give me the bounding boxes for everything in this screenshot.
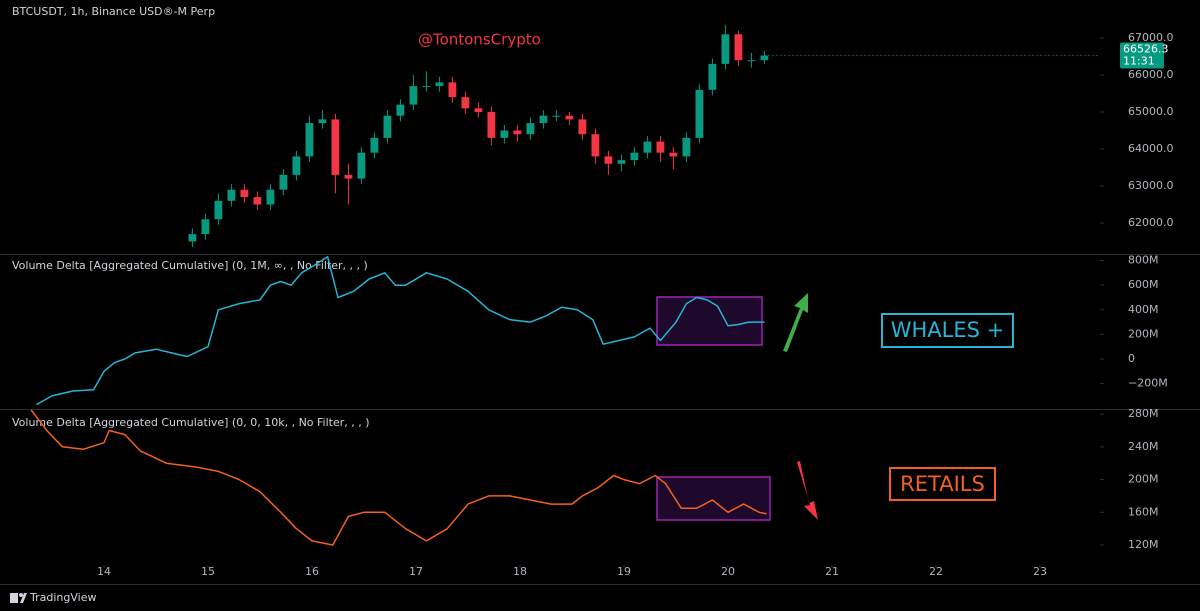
candle-body — [357, 152, 366, 179]
series-line — [30, 409, 767, 546]
retails-label: RETAILS — [900, 472, 985, 496]
candle-body — [526, 123, 535, 135]
x-tick-label: 23 — [1033, 565, 1047, 578]
x-tick-label: 14 — [97, 565, 111, 578]
highlight-box — [656, 476, 771, 521]
candle-body — [656, 141, 665, 153]
candle-body — [435, 82, 444, 87]
label-box — [881, 313, 1014, 348]
candle-body — [747, 60, 756, 62]
y-tick-label: 160M — [1128, 505, 1159, 518]
highlight-box — [656, 296, 763, 346]
candle-body — [500, 130, 509, 138]
candle-body — [409, 86, 418, 105]
candle-body — [591, 134, 600, 157]
symbol-title: BTCUSDT, 1h, Binance USD®-M Perp — [12, 5, 215, 18]
y-tick-label: 66000.0 — [1128, 68, 1174, 81]
candle-body — [760, 55, 769, 61]
x-tick-label: 20 — [721, 565, 735, 578]
candle-body — [565, 115, 574, 120]
candle-body — [331, 119, 340, 175]
x-tick-label: 21 — [825, 565, 839, 578]
candle-body — [630, 152, 639, 161]
y-tick-label: 400M — [1128, 303, 1159, 316]
y-tick-label: 120M — [1128, 538, 1159, 551]
whales-label: WHALES + — [891, 318, 1005, 342]
pane: −200M 0 200M 400M 600M 800M — [36, 254, 1168, 406]
candle-body — [695, 89, 704, 138]
up-arrow — [783, 293, 808, 352]
candle-body — [734, 34, 743, 61]
candle-body — [422, 86, 431, 88]
x-tick-label: 19 — [617, 565, 631, 578]
y-tick-label: 200M — [1128, 327, 1159, 340]
countdown-label: 11:31 — [1123, 55, 1155, 68]
candle-body — [292, 156, 301, 175]
brand-logo — [10, 593, 27, 603]
candle-body — [370, 137, 379, 153]
candle-body — [461, 97, 470, 109]
candle-body — [253, 197, 262, 205]
candle-body — [266, 189, 275, 205]
candle-body — [396, 104, 405, 116]
x-tick-label: 16 — [305, 565, 319, 578]
candle-body — [240, 189, 249, 198]
y-tick-label: 0 — [1128, 352, 1135, 365]
down-arrow — [797, 461, 818, 520]
y-tick-label: 800M — [1128, 254, 1159, 267]
label-box — [889, 467, 996, 501]
candle-body — [318, 119, 327, 124]
watermark: @TontonsCrypto — [418, 31, 541, 49]
y-tick-label: 600M — [1128, 278, 1159, 291]
pane: 62000.0 63000.0 64000.0 65000.0 66000.0 67000… — [188, 25, 1174, 248]
x-tick-label: 17 — [409, 565, 423, 578]
candle-body — [201, 219, 210, 235]
candle-body — [383, 115, 392, 138]
y-tick-label: 62000.0 — [1128, 216, 1174, 229]
candle-body — [539, 115, 548, 124]
x-tick-label: 18 — [513, 565, 527, 578]
candle-body — [682, 137, 691, 157]
candle-body — [279, 174, 288, 190]
y-tick-label: 65000.0 — [1128, 105, 1174, 118]
candle-body — [305, 123, 314, 157]
candle-body — [487, 111, 496, 138]
price-label-bg — [1120, 42, 1164, 69]
x-tick-label: 22 — [929, 565, 943, 578]
candle-body — [708, 63, 717, 90]
candle-body — [617, 160, 626, 164]
candle-body — [227, 189, 236, 201]
brand-name[interactable]: TradingView — [29, 591, 96, 604]
indicator-title: Volume Delta [Aggregated Cumulative] (0,… — [12, 259, 368, 272]
candle-body — [578, 119, 587, 135]
candle-body — [214, 200, 223, 220]
candle-body — [552, 115, 561, 117]
candle-body — [474, 108, 483, 112]
candle-body — [721, 34, 730, 64]
candle-body — [448, 82, 457, 98]
x-tick-label: 15 — [201, 565, 215, 578]
y-tick-label: 200M — [1128, 473, 1159, 486]
y-tick-label: 280M — [1128, 407, 1159, 420]
candle-body — [669, 152, 678, 157]
candle-body — [513, 130, 522, 135]
candle-body — [344, 174, 353, 179]
indicator-title: Volume Delta [Aggregated Cumulative] (0,… — [12, 416, 370, 429]
candle-body — [604, 156, 613, 164]
last-price-label: 66526.3 — [1123, 43, 1169, 56]
candle-body — [643, 141, 652, 153]
candle-body — [188, 234, 197, 242]
y-tick-label: 64000.0 — [1128, 142, 1174, 155]
y-tick-label: −200M — [1128, 377, 1168, 390]
series-line — [36, 256, 765, 406]
pane: 120M 160M 200M 240M 280M 14 15 16 17 18 19 20 21 22 23 — [30, 407, 1159, 578]
y-tick-label: 240M — [1128, 440, 1159, 453]
y-tick-label: 67000.0 — [1128, 31, 1174, 44]
y-tick-label: 63000.0 — [1128, 179, 1174, 192]
